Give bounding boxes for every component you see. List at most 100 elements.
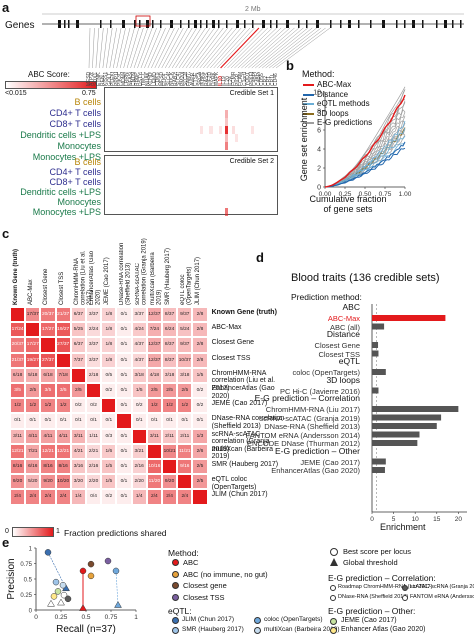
gene-connector [123,27,135,69]
matrix-cell: 17/24 [10,322,26,338]
matrix-cell: 8/37 [162,352,178,368]
matrix-cell: 9/37 [177,307,193,323]
cell-type-label: B cells [74,97,101,107]
matrix-cell-value: 0/1 [120,312,128,318]
matrix-cell: 5/25 [70,322,86,338]
matrix-cell: 1/2 [40,398,56,414]
matrix-cell-value: 20/37 [41,312,54,318]
matrix-cell [116,413,132,429]
eg-prediction-curve [324,111,406,188]
matrix-cell: 4/24 [131,322,147,338]
e-xtick-label: 0.25 [55,614,68,621]
matrix-cell: 0/2 [131,398,147,414]
legend-label: ABC (no immune, no gut) [183,569,268,579]
method-legend-label: E-G predictions [317,118,373,127]
matrix-cell: 3/5 [10,383,26,399]
matrix-cell: 5/24 [177,322,193,338]
cell-type-label: Dendritic cells +LPS [20,187,101,197]
matrix-row-label: eQTL coloc (OpenTargets) [211,476,257,491]
method-legend-label: 3D loops [317,108,349,118]
matrix-cell: 3/18 [131,367,147,383]
matrix-cell: 0/1 [116,352,132,368]
matrix-cell: 0/1 [162,413,178,429]
matrix-cell: 27/37 [55,337,71,353]
abc-heatmap-cell [250,126,254,134]
matrix-cell-value: 1/4 [135,494,143,500]
matrix-cell-value: 2/18 [88,372,99,378]
e-other-title: E-G prediction – Other: [328,606,416,616]
method-legend-swatch [303,93,314,96]
matrix-cell-value: 1/11 [89,433,99,439]
matrix-cell-value: 0/1 [120,342,128,348]
precision-recall-point [79,567,87,575]
credible-set-1-label: Credible Set 1 [229,90,274,97]
matrix-column-header: Known Gene (truth) [13,249,19,305]
d-group-title: E-G prediction – Other [274,445,360,456]
legend-label: scATAC-scRNA (Granja 2019) [410,584,474,590]
matrix-cell: 0/1 [131,413,147,429]
matrix-cell: 2/11 [162,428,178,444]
gene-connector [161,27,184,69]
matrix-cell-value: 1/8 [105,342,113,348]
matrix-cell: 3/37 [86,337,102,353]
matrix-cell-value: 2/5 [151,388,158,394]
matrix-cell: 12/21 [55,443,71,459]
matrix-cell-value: 3/37 [88,357,99,363]
b-xtick-label: 0.50 [359,191,372,198]
matrix-column-header: JEME (Cao 2017) [104,257,111,305]
matrix-cell-value: 2/8 [196,357,204,363]
matrix-cell-value: 1/2 [59,403,67,409]
matrix-cell-value: 3/21 [134,448,144,454]
legend-label: Roadmap ChromHMM-RNA (Liu 2017) [338,584,433,590]
matrix-cell-value: 0/1 [120,433,128,439]
matrix-cell-value: 21/37 [11,357,24,363]
matrix-cell-value: 9/20 [12,479,23,485]
gene-connector [88,27,91,69]
matrix-cell-value: 0/1 [120,388,128,394]
matrix-column-header: scRNA-scATAC correlation (Granja 2019) [134,238,148,305]
matrix-column-header: ABC-Max [28,279,35,305]
matrix-cell-value: 4/37 [134,357,144,363]
gene-connector [223,27,264,69]
matrix-cell: 3/21 [131,443,147,459]
e-xtick-label: 1 [134,614,138,621]
e-ytick-label: 0 [29,609,33,615]
matrix-cell [40,337,56,353]
matrix-row-label: Known Gene (truth) [211,309,277,316]
d-xtick-label: 20 [455,516,463,523]
matrix-cell: 2/4 [25,489,41,505]
matrix-row-label: SMR (Hauberg 2017) [211,461,279,468]
gene-connector [216,27,255,69]
panel-e-label: e [2,535,10,550]
matrix-cell: 5/20 [25,474,41,490]
d-enrichment-bar [372,423,437,429]
matrix-cell: 2/5 [177,383,193,399]
matrix-cell-value: 1/6 [105,448,113,454]
matrix-cell [25,322,41,338]
matrix-cell-value: 0/2 [196,403,204,409]
matrix-cell: 0/2 [192,398,208,414]
d-method-label: scRNA-scATAC (Granja 2019) [259,413,360,423]
matrix-cell [86,383,102,399]
d-legend-title: Prediction method: [291,292,362,302]
abc-heatmap-cell [209,126,213,134]
gene-set-enrichment-chart: 0 2 4 6 8 10 0.00 0.25 0.50 0.75 1.00 Gene set enri… [299,86,412,198]
b-ytick-label: 4 [317,147,321,154]
matrix-cell-value: 2/4 [166,494,173,500]
legend-dot [172,582,179,589]
matrix-cell: 5/18 [25,367,41,383]
matrix-cell-value: 20/37 [11,342,24,348]
matrix-cell: 0/2 [101,383,117,399]
matrix-cell-value: 9/37 [180,342,190,348]
matrix-cell-value: 6/18 [12,372,23,378]
gene-name-label: CD46 [273,73,279,86]
cell-type-label: Monocytes [57,141,101,151]
matrix-cell: 1/5 [101,474,117,490]
b-ytick-label: 10 [313,90,321,97]
matrix-cell: 1/5 [131,383,147,399]
legend-dot [330,618,337,625]
method-legend-swatch [303,103,314,105]
matrix-cell: 1/4 [70,489,86,505]
abc-heatmap-cell [225,126,229,134]
legend-label: SMR (Hauberg 2017) [182,626,244,633]
